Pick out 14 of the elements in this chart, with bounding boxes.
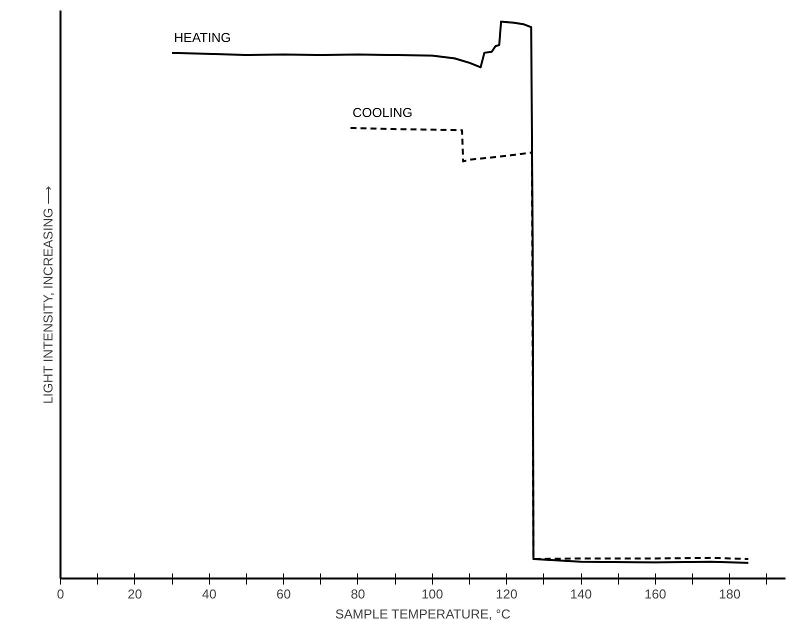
series-label: COOLING <box>352 105 412 120</box>
x-tick-label: 20 <box>128 586 142 602</box>
x-tick-label: 0 <box>56 586 64 602</box>
x-axis-title: SAMPLE TEMPERATURE, °C <box>335 606 510 622</box>
series-label: HEATING <box>174 30 231 45</box>
x-tick-label: 60 <box>276 586 291 602</box>
x-tick-label: 180 <box>718 586 741 602</box>
x-tick-label: 100 <box>421 586 444 602</box>
x-tick-label: 140 <box>570 586 592 602</box>
y-axis-title: LIGHT INTENSITY, INCREASING ⟶ <box>40 185 56 404</box>
x-tick-label: 120 <box>496 586 518 602</box>
x-tick-label: 160 <box>644 586 666 602</box>
x-tick-label: 80 <box>350 586 366 602</box>
x-tick-label: 40 <box>202 586 216 602</box>
